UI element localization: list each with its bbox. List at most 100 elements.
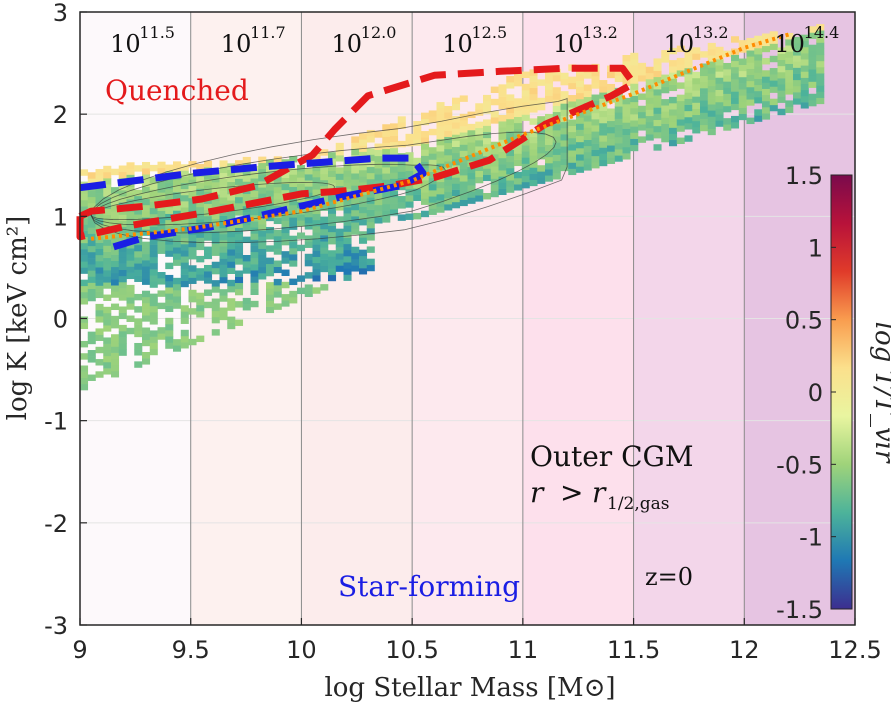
- histogram-cell: [746, 50, 755, 57]
- histogram-cell: [366, 203, 375, 210]
- histogram-cell: [583, 139, 592, 147]
- histogram-cell: [126, 217, 135, 224]
- histogram-cell: [87, 239, 96, 247]
- histogram-cell: [397, 116, 406, 123]
- histogram-cell: [118, 275, 127, 283]
- histogram-cell: [800, 34, 809, 42]
- histogram-cell: [297, 244, 306, 252]
- histogram-cell: [250, 239, 259, 246]
- histogram-cell: [475, 170, 484, 178]
- histogram-cell: [622, 110, 631, 117]
- histogram-cell: [614, 106, 623, 113]
- histogram-cell: [537, 152, 546, 160]
- histogram-cell: [211, 182, 220, 189]
- histogram-cell: [149, 305, 158, 313]
- histogram-cell: [421, 118, 430, 126]
- histogram-cell: [808, 81, 817, 88]
- histogram-cell: [235, 203, 244, 210]
- histogram-cell: [545, 156, 554, 164]
- histogram-cell: [514, 147, 523, 154]
- histogram-cell: [444, 136, 453, 144]
- histogram-cell: [142, 211, 151, 218]
- histogram-cell: [359, 151, 368, 158]
- histogram-cell: [684, 135, 693, 142]
- histogram-cell: [289, 260, 298, 267]
- histogram-cell: [359, 169, 368, 177]
- histogram-cell: [405, 170, 414, 178]
- histogram-cell: [746, 56, 755, 63]
- histogram-cell: [382, 136, 391, 143]
- histogram-cell: [591, 155, 600, 163]
- histogram-cell: [645, 121, 654, 129]
- histogram-cell: [583, 133, 592, 140]
- histogram-cell: [359, 194, 368, 201]
- histogram-cell: [173, 259, 182, 266]
- histogram-cell: [80, 316, 89, 323]
- histogram-cell: [390, 203, 399, 210]
- histogram-cell: [343, 213, 352, 220]
- histogram-cell: [149, 244, 158, 252]
- histogram-cell: [273, 193, 282, 200]
- quenched-label: Quenched: [105, 74, 249, 107]
- histogram-cell: [692, 71, 701, 79]
- histogram-cell: [793, 43, 802, 50]
- series-star-forming-line: [79, 154, 427, 251]
- histogram-cell: [118, 171, 127, 179]
- histogram-cell: [444, 106, 453, 113]
- histogram-cell: [157, 222, 166, 230]
- histogram-cell: [421, 131, 430, 138]
- histogram-cell: [397, 122, 406, 129]
- histogram-cell: [374, 174, 383, 181]
- histogram-cell: [126, 254, 135, 261]
- histogram-cell: [607, 120, 616, 128]
- histogram-cell: [312, 287, 321, 294]
- histogram-cell: [235, 276, 244, 284]
- histogram-cell: [111, 205, 120, 212]
- histogram-cell: [715, 83, 724, 91]
- histogram-cell: [746, 80, 755, 88]
- histogram-cell: [614, 155, 623, 162]
- histogram-cell: [188, 295, 197, 303]
- histogram-cell: [545, 77, 554, 84]
- histogram-cell: [157, 216, 166, 224]
- histogram-cell: [95, 279, 104, 286]
- histogram-cell: [607, 114, 616, 122]
- histogram-cell: [374, 192, 383, 200]
- histogram-cell: [452, 201, 461, 209]
- histogram-cell: [242, 267, 251, 274]
- histogram-cell: [684, 61, 693, 69]
- histogram-cell: [111, 285, 120, 292]
- histogram-cell: [374, 204, 383, 212]
- histogram-cell: [351, 179, 360, 186]
- histogram-cell: [173, 247, 182, 254]
- histogram-cell: [180, 335, 189, 343]
- histogram-cell: [785, 57, 794, 64]
- histogram-cell: [731, 122, 740, 129]
- histogram-cell: [568, 131, 577, 139]
- histogram-cell: [762, 88, 771, 96]
- histogram-cell: [142, 333, 151, 341]
- histogram-cell: [211, 298, 220, 305]
- colorbar-ticks: 1.510.50-0.5-1-1.5: [776, 162, 836, 624]
- histogram-cell: [684, 55, 693, 63]
- histogram-cell: [351, 265, 360, 272]
- histogram-cell: [738, 83, 747, 90]
- histogram-cell: [529, 100, 538, 107]
- histogram-cell: [816, 91, 825, 98]
- histogram-cell: [297, 275, 306, 282]
- star-forming-label: Star-forming: [338, 570, 520, 603]
- histogram-cell: [808, 75, 817, 82]
- histogram-cell: [142, 168, 151, 175]
- histogram-cell: [684, 104, 693, 112]
- histogram-cell: [808, 99, 817, 107]
- histogram-cell: [95, 175, 104, 182]
- histogram-cell: [235, 301, 244, 308]
- histogram-cell: [180, 225, 189, 233]
- histogram-cell: [204, 173, 213, 180]
- histogram-cell: [390, 178, 399, 185]
- histogram-cell: [157, 278, 166, 285]
- histogram-cell: [235, 252, 244, 259]
- histogram-cell: [343, 219, 352, 226]
- histogram-cell: [506, 125, 515, 132]
